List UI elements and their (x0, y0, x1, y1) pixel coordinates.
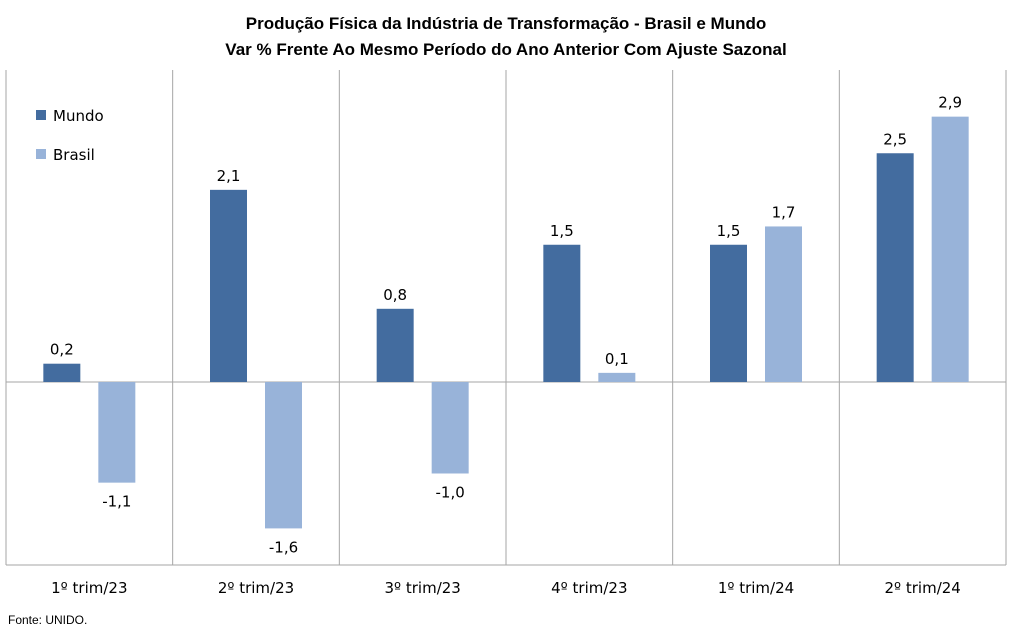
data-label-brasil: -1,1 (102, 493, 131, 511)
data-label-mundo: 0,8 (383, 286, 407, 304)
x-tick-label: 4º trim/23 (551, 579, 627, 597)
legend-swatch (36, 149, 46, 159)
source-note: Fonte: UNIDO. (8, 613, 87, 627)
data-label-mundo: 2,1 (217, 167, 241, 185)
legend-label: Brasil (53, 146, 95, 164)
x-tick-label: 2º trim/23 (218, 579, 294, 597)
chart-subtitle: Var % Frente Ao Mesmo Período do Ano Ant… (225, 40, 786, 59)
bar-brasil (98, 382, 136, 483)
bar-mundo (376, 308, 414, 382)
legend-swatch (36, 110, 46, 120)
category-tick-labels: 1º trim/23 2º trim/23 3º trim/23 4º trim/23… (51, 579, 961, 597)
bar-brasil (265, 382, 302, 529)
bar-mundo (710, 244, 747, 382)
bar-brasil (931, 116, 969, 383)
x-tick-label: 3º trim/23 (384, 579, 460, 597)
bar-mundo (543, 244, 581, 382)
x-tick-label: 1º trim/23 (51, 579, 127, 597)
bar-brasil (765, 226, 802, 382)
bar-brasil (431, 382, 469, 474)
data-label-brasil: 0,1 (605, 350, 629, 368)
data-label-brasil: -1,0 (436, 484, 465, 502)
chart-title: Produção Física da Indústria de Transfor… (246, 14, 767, 33)
x-tick-label: 1º trim/24 (718, 579, 794, 597)
bar-mundo (43, 363, 81, 382)
bars (43, 116, 969, 529)
data-label-brasil: 1,7 (772, 203, 796, 221)
x-tick-label: 2º trim/24 (884, 579, 960, 597)
data-labels: 0,2 -1,1 2,1 -1,6 0,8 -1,0 1,5 0,1 1,5 1,7 2,5 2,9 (50, 94, 962, 557)
bar-brasil (598, 372, 636, 382)
data-label-mundo: 1,5 (550, 222, 574, 240)
data-label-brasil: 2,9 (938, 94, 962, 112)
legend-label: Mundo (53, 107, 104, 125)
bar-mundo (210, 189, 247, 382)
data-label-brasil: -1,6 (269, 538, 298, 556)
category-separators (5, 70, 1007, 565)
data-label-mundo: 1,5 (717, 222, 741, 240)
data-label-mundo: 0,2 (50, 341, 74, 359)
bar-mundo (876, 153, 914, 382)
data-label-mundo: 2,5 (883, 130, 907, 148)
legend: Mundo Brasil (36, 107, 104, 164)
